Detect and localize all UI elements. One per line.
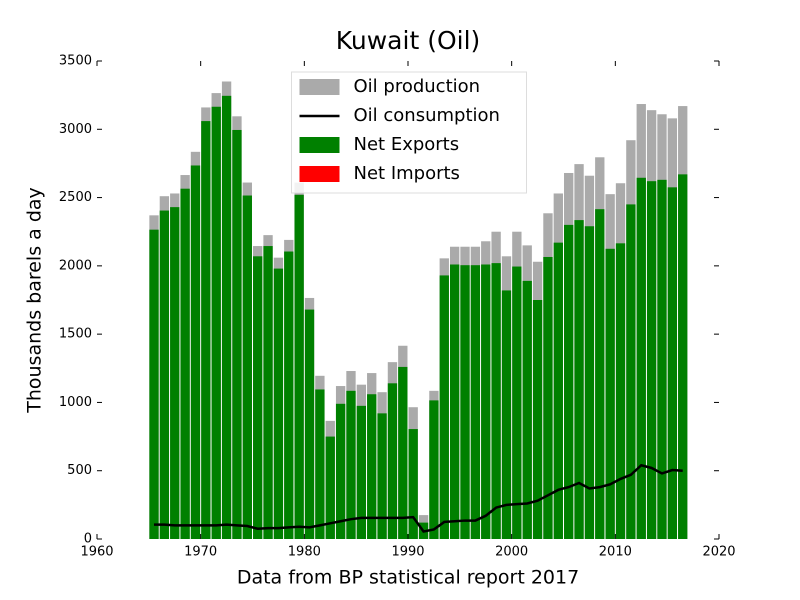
- bar: [439, 275, 449, 539]
- bar: [335, 403, 346, 539]
- bar: [553, 242, 563, 539]
- bar: [481, 264, 491, 539]
- bar: [501, 290, 512, 539]
- y-tick-label: 3500: [59, 54, 92, 69]
- bar: [253, 256, 263, 539]
- bar: [532, 300, 543, 539]
- bar: [667, 187, 678, 540]
- x-tick-label: 2020: [702, 545, 735, 560]
- bar: [325, 436, 335, 539]
- bar: [170, 207, 180, 540]
- bar: [159, 210, 170, 539]
- bar: [294, 194, 304, 539]
- bar: [512, 266, 522, 539]
- bar: [201, 121, 211, 539]
- y-tick-label: 1000: [59, 395, 92, 410]
- legend-label: Oil production: [354, 76, 481, 97]
- bar: [190, 165, 201, 539]
- bar: [678, 174, 688, 539]
- legend-label: Oil consumption: [354, 105, 500, 126]
- y-tick-label: 1500: [59, 327, 92, 342]
- bar: [263, 246, 273, 539]
- legend-swatch: [299, 137, 340, 153]
- bar: [564, 224, 574, 539]
- bar: [284, 251, 294, 539]
- bar: [211, 106, 221, 539]
- x-tick-label: 2010: [599, 545, 632, 560]
- bar: [626, 204, 636, 539]
- bar: [221, 95, 232, 539]
- chart-title: Kuwait (Oil): [336, 26, 481, 55]
- x-tick-label: 2000: [495, 545, 528, 560]
- bar: [491, 263, 501, 539]
- bar: [584, 226, 595, 539]
- bar: [460, 265, 470, 539]
- bar: [595, 209, 605, 539]
- bar: [470, 265, 481, 539]
- bar: [408, 429, 418, 539]
- x-tick-label: 1960: [80, 545, 113, 560]
- x-axis-label: Data from BP statistical report 2017: [237, 567, 579, 589]
- bar: [356, 405, 367, 539]
- bar: [232, 129, 242, 539]
- bar: [615, 243, 626, 539]
- x-tick-label: 1980: [288, 545, 321, 560]
- bar: [543, 256, 553, 539]
- bar: [304, 309, 315, 539]
- bar: [377, 413, 387, 539]
- bar: [387, 383, 398, 539]
- bar: [398, 366, 408, 539]
- legend-label: Net Exports: [354, 134, 460, 155]
- legend-swatch: [299, 166, 340, 182]
- bar: [180, 188, 190, 540]
- y-tick-label: 3000: [59, 122, 92, 137]
- bar: [367, 394, 377, 539]
- bar: [657, 179, 667, 539]
- y-tick-label: 500: [67, 463, 92, 478]
- bar: [449, 264, 460, 539]
- bar: [646, 181, 657, 539]
- bar: [574, 220, 584, 539]
- bar: [522, 280, 532, 539]
- y-tick-label: 2500: [59, 190, 92, 205]
- bar: [429, 400, 439, 539]
- consumption-line: [154, 463, 683, 533]
- x-tick-label: 1970: [184, 545, 217, 560]
- legend-label: Net Imports: [354, 163, 460, 184]
- bar: [273, 268, 284, 539]
- bar: [242, 195, 252, 539]
- legend-swatch: [299, 79, 340, 95]
- y-axis-label: Thousands barels a day: [24, 187, 46, 414]
- bar: [636, 177, 646, 540]
- bar: [605, 248, 615, 540]
- y-tick-label: 2000: [59, 258, 92, 273]
- bar: [315, 389, 325, 539]
- bar: [149, 229, 159, 539]
- x-tick-label: 1990: [391, 545, 424, 560]
- bar: [346, 390, 356, 539]
- y-tick-label: 0: [84, 532, 92, 547]
